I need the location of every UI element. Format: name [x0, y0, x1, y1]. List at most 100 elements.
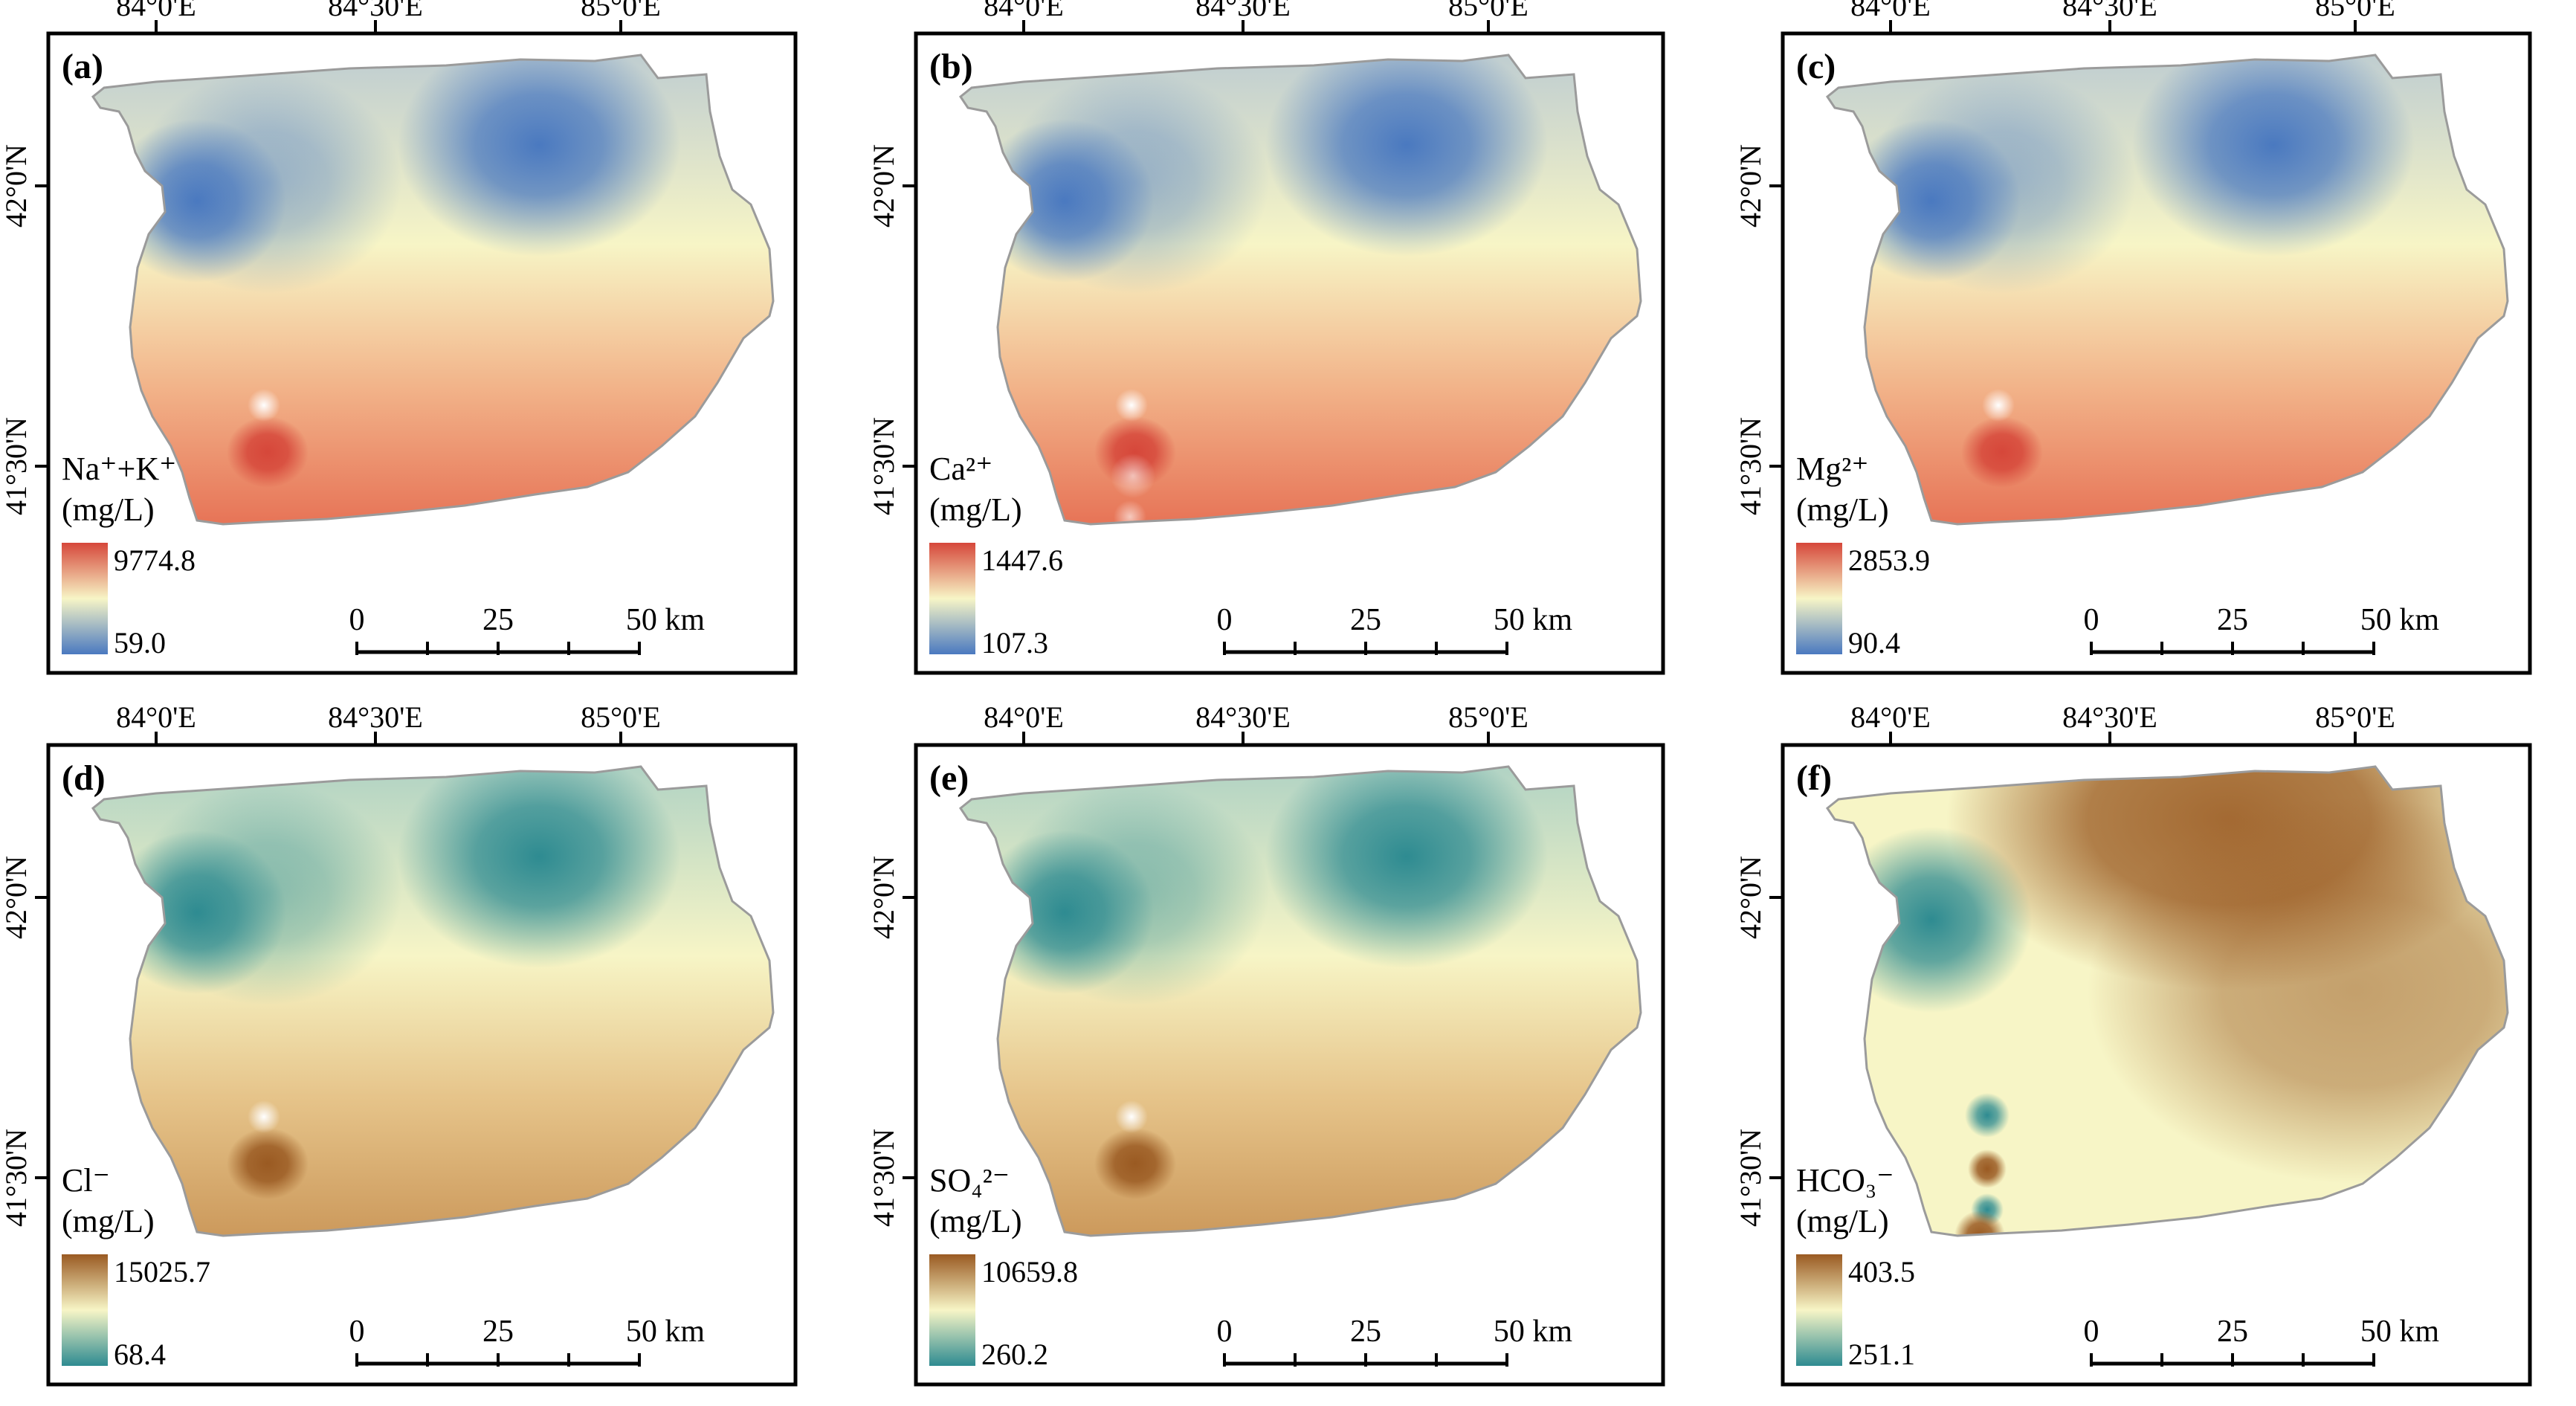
scale-label-25: 25 — [482, 603, 514, 637]
scale-label-50: 50 km — [1494, 603, 1573, 637]
legend-variable: Ca²⁺ — [929, 451, 992, 487]
legend-max: 9774.8 — [114, 544, 196, 577]
scale-label-0: 0 — [1217, 1315, 1233, 1349]
interpolated-surface — [961, 767, 1641, 1236]
lon-label: 85°0'E — [2315, 700, 2395, 734]
lon-label: 85°0'E — [1448, 0, 1529, 22]
region-boundary — [958, 54, 1642, 526]
scale-label-50: 50 km — [1494, 1315, 1573, 1349]
low-anomaly — [1265, 55, 1548, 257]
scale-label-0: 0 — [2084, 603, 2099, 637]
legend-colorbar — [62, 543, 108, 654]
interpolated-surface — [1827, 55, 2508, 524]
lat-label: 41°30'N — [0, 1129, 33, 1227]
lon-label: 85°0'E — [2315, 0, 2395, 22]
legend-max: 1447.6 — [981, 544, 1063, 577]
lon-label: 84°30'E — [2062, 700, 2157, 734]
panel-d: (d) Cl⁻ (mg/L) 15025.7 68.4 0 25 50 km 84°0'E 84°… — [0, 700, 798, 1387]
legend-max: 10659.8 — [981, 1255, 1078, 1289]
legend-max: 15025.7 — [114, 1255, 210, 1289]
scale-bar: 0 25 50 km — [1217, 1315, 1573, 1367]
lat-label: 42°0'N — [867, 856, 900, 939]
low-anomaly — [1001, 71, 1269, 294]
lon-label: 84°30'E — [328, 700, 423, 734]
scale-bar: 0 25 50 km — [349, 603, 706, 655]
legend-colorbar — [929, 543, 975, 654]
legend-max: 403.5 — [1848, 1255, 1915, 1289]
panel-label: (d) — [62, 758, 106, 798]
lon-label: 85°0'E — [1448, 700, 1529, 734]
lon-label: 84°0'E — [984, 0, 1064, 22]
scale-label-25: 25 — [1350, 1315, 1381, 1349]
lat-label: 41°30'N — [867, 417, 900, 515]
lat-label: 42°0'N — [867, 144, 900, 228]
lon-label: 84°0'E — [1850, 700, 1931, 734]
scale-label-25: 25 — [482, 1315, 514, 1349]
panel-label: (b) — [929, 47, 973, 86]
legend-min: 68.4 — [114, 1338, 166, 1371]
panel-b: (b) Ca²⁺ (mg/L) 1447.6 107.3 0 25 50 km 84°0'E 84… — [867, 0, 1665, 675]
lat-label: 42°0'N — [1734, 144, 1767, 228]
scale-label-50: 50 km — [2360, 1315, 2440, 1349]
scale-label-50: 50 km — [626, 603, 706, 637]
legend-unit: (mg/L) — [929, 491, 1022, 528]
local-minimum — [1115, 1100, 1148, 1133]
legend-variable: Cl⁻ — [62, 1162, 110, 1199]
low-anomaly — [1868, 71, 2136, 294]
lon-label: 84°30'E — [1195, 700, 1291, 734]
high-anomaly — [1094, 1128, 1176, 1199]
low-anomaly — [1831, 827, 2032, 1013]
region-boundary — [91, 54, 775, 526]
high-anomaly — [227, 416, 309, 488]
scale-label-50: 50 km — [2360, 603, 2440, 637]
low-anomaly — [1965, 1093, 2010, 1138]
lat-label: 41°30'N — [1734, 1129, 1767, 1227]
lon-label: 84°30'E — [1195, 0, 1291, 22]
local-minimum — [1111, 454, 1155, 498]
lon-label: 85°0'E — [581, 700, 661, 734]
legend-unit: (mg/L) — [62, 1203, 155, 1239]
legend-colorbar — [62, 1254, 108, 1366]
region-boundary — [91, 765, 775, 1237]
low-anomaly — [134, 71, 401, 294]
high-anomaly — [1968, 1149, 2007, 1188]
scale-label-0: 0 — [349, 603, 365, 637]
lon-label: 84°0'E — [116, 700, 196, 734]
lat-label: 42°0'N — [0, 144, 33, 228]
local-minimum — [1982, 389, 2015, 422]
low-anomaly — [134, 782, 401, 1005]
lat-label: 41°30'N — [1734, 417, 1767, 515]
low-anomaly — [398, 767, 680, 968]
legend-colorbar — [1796, 543, 1842, 654]
legend-unit: (mg/L) — [1796, 491, 1889, 528]
scale-label-25: 25 — [2217, 1315, 2248, 1349]
region-boundary — [1825, 765, 2509, 1237]
lon-label: 84°0'E — [116, 0, 196, 22]
scale-bar: 0 25 50 km — [349, 1315, 706, 1367]
region-boundary — [958, 765, 1642, 1237]
lat-label: 41°30'N — [0, 417, 33, 515]
legend-unit: (mg/L) — [62, 491, 155, 528]
legend-min: 260.2 — [981, 1338, 1048, 1371]
scale-label-0: 0 — [349, 1315, 365, 1349]
lat-label: 42°0'N — [1734, 856, 1767, 939]
panel-f: (f) HCO₃⁻ (mg/L) 403.5 251.1 0 25 50 km 84°0'E 84… — [1734, 700, 2532, 1387]
lon-label: 84°0'E — [1850, 0, 1931, 22]
panel-label: (e) — [929, 758, 969, 798]
low-anomaly — [398, 55, 680, 257]
interpolated-surface — [961, 55, 1641, 524]
panel-e: (e) SO₄²⁻ (mg/L) 10659.8 260.2 0 25 50 km 84°0'E… — [867, 700, 1665, 1387]
interpolated-surface — [93, 767, 773, 1236]
high-anomaly — [1954, 1210, 2005, 1236]
legend-variable: Mg²⁺ — [1796, 451, 1869, 487]
panel-label: (f) — [1796, 758, 1832, 798]
high-anomaly — [227, 1128, 309, 1199]
panel-c: (c) Mg²⁺ (mg/L) 2853.9 90.4 0 25 50 km 84°0'E 84°… — [1734, 0, 2532, 675]
scale-label-50: 50 km — [626, 1315, 706, 1349]
legend-min: 59.0 — [114, 626, 166, 660]
scale-bar: 0 25 50 km — [1217, 603, 1573, 655]
scale-label-25: 25 — [1350, 603, 1381, 637]
low-anomaly — [2132, 55, 2415, 257]
legend-variable: SO₄²⁻ — [929, 1162, 1010, 1199]
